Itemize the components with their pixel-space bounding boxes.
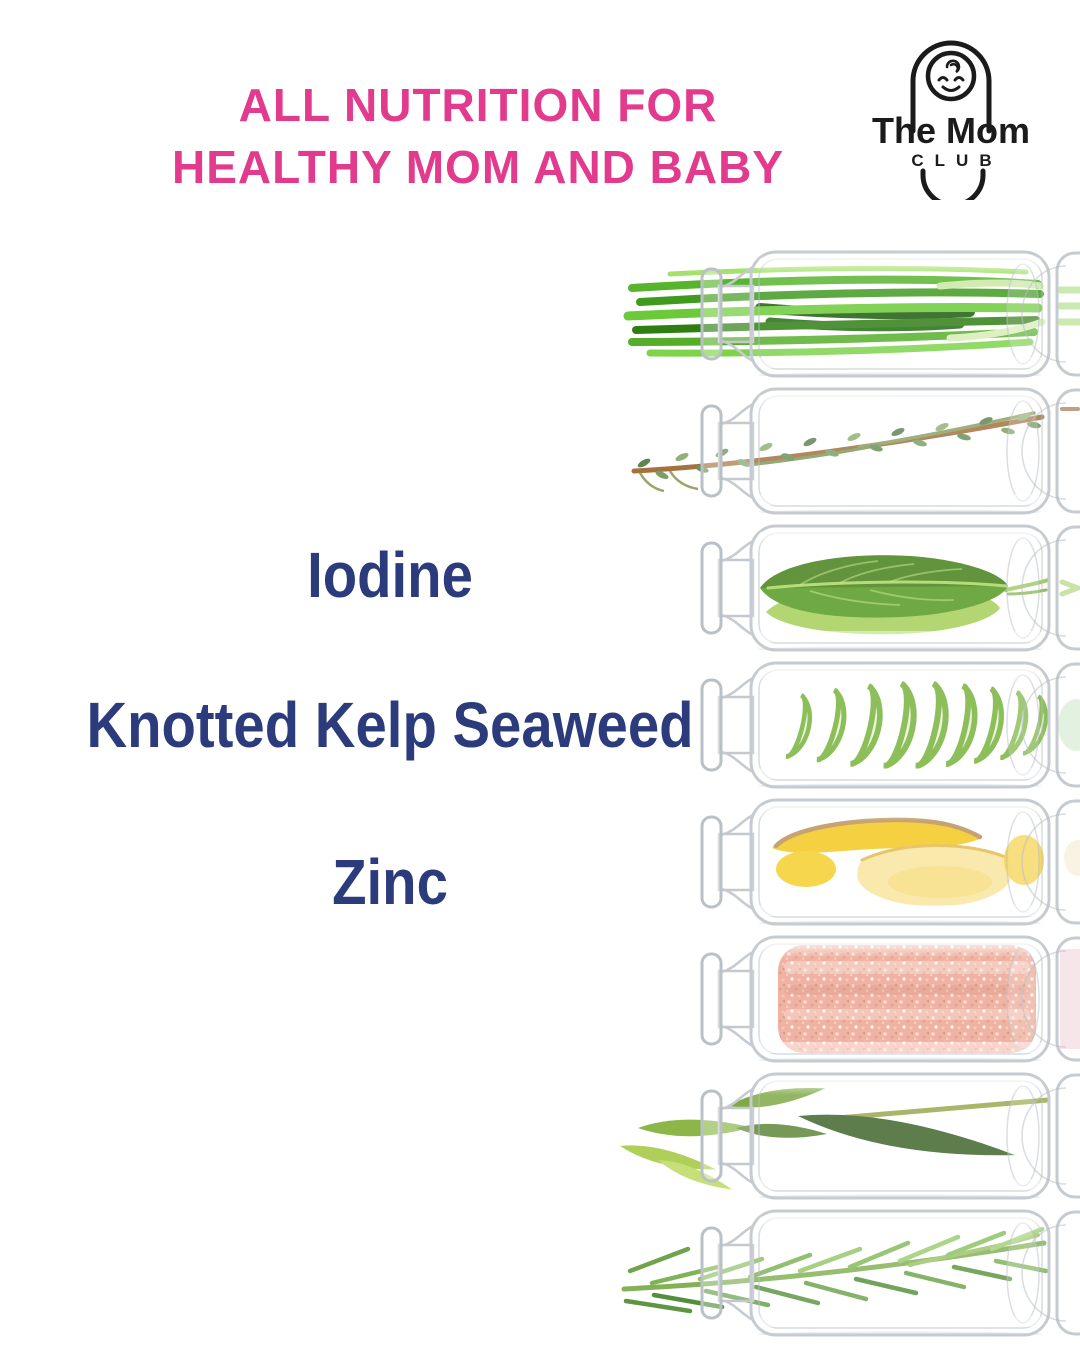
- vial-ginger: [700, 798, 1080, 926]
- nutrient-label-knotted-kelp-seaweed: Knotted Kelp Seaweed: [86, 689, 694, 761]
- headline: ALL NUTRITION FOR HEALTHY MOM AND BABY: [78, 74, 878, 198]
- baby-smile-icon: [941, 85, 961, 92]
- headline-line2: HEALTHY MOM AND BABY: [171, 141, 785, 193]
- vial-olive-leaves: [618, 1072, 1080, 1200]
- vial-thyme: [631, 387, 1080, 515]
- vial-wheatgrass: [623, 250, 1080, 378]
- brand-logo: The Mom CLUB: [870, 40, 1032, 208]
- swaddled-baby-face-icon: The Mom CLUB: [872, 40, 1030, 208]
- ingredient-vials: [610, 250, 1080, 1337]
- vial-rosemary: [621, 1209, 1080, 1337]
- baby-eyes-icon: [937, 76, 965, 82]
- logo-subtext: CLUB: [911, 151, 1002, 170]
- nutrient-label-iodine: Iodine: [307, 539, 473, 611]
- nutrient-label-zinc: Zinc: [332, 846, 448, 918]
- baby-head-icon: [925, 50, 977, 102]
- logo-wordmark: The Mom: [872, 110, 1030, 151]
- logo-bottom-arc: [920, 168, 986, 208]
- vial-aloe-vera: [700, 661, 1080, 789]
- vial-sage: [700, 524, 1080, 652]
- headline-line1: ALL NUTRITION FOR: [238, 79, 718, 131]
- baby-hair-curl-icon: [945, 59, 961, 74]
- logo-arch: [910, 40, 992, 134]
- vial-pink-salt: [700, 935, 1080, 1063]
